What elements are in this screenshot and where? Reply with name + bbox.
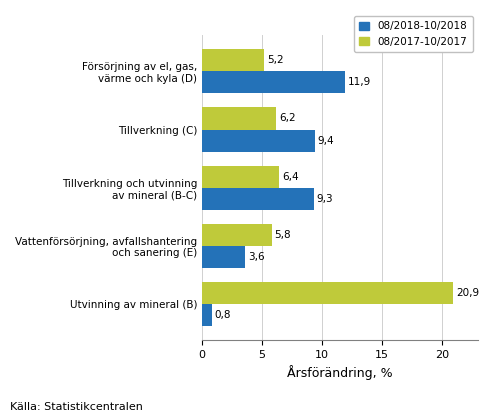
Legend: 08/2018-10/2018, 08/2017-10/2017: 08/2018-10/2018, 08/2017-10/2017 — [354, 16, 473, 52]
Bar — [202, 49, 264, 72]
Text: Källa: Statistikcentralen: Källa: Statistikcentralen — [10, 402, 143, 412]
X-axis label: Årsförändring, %: Årsförändring, % — [287, 365, 393, 380]
Text: 3,6: 3,6 — [248, 252, 265, 262]
Bar — [202, 166, 279, 188]
Text: 6,2: 6,2 — [280, 114, 296, 124]
Text: 9,4: 9,4 — [318, 136, 334, 146]
Text: 5,2: 5,2 — [267, 55, 284, 65]
Bar — [202, 304, 211, 326]
Bar — [202, 107, 277, 129]
Bar — [202, 282, 453, 304]
Bar — [202, 72, 345, 94]
Text: 5,8: 5,8 — [275, 230, 291, 240]
Text: 20,9: 20,9 — [456, 288, 479, 298]
Bar — [202, 188, 314, 210]
Text: 0,8: 0,8 — [214, 310, 231, 320]
Bar — [202, 129, 315, 151]
Text: 6,4: 6,4 — [282, 172, 298, 182]
Bar — [202, 224, 272, 246]
Text: 11,9: 11,9 — [348, 77, 371, 87]
Bar — [202, 246, 245, 268]
Text: 9,3: 9,3 — [317, 194, 333, 204]
